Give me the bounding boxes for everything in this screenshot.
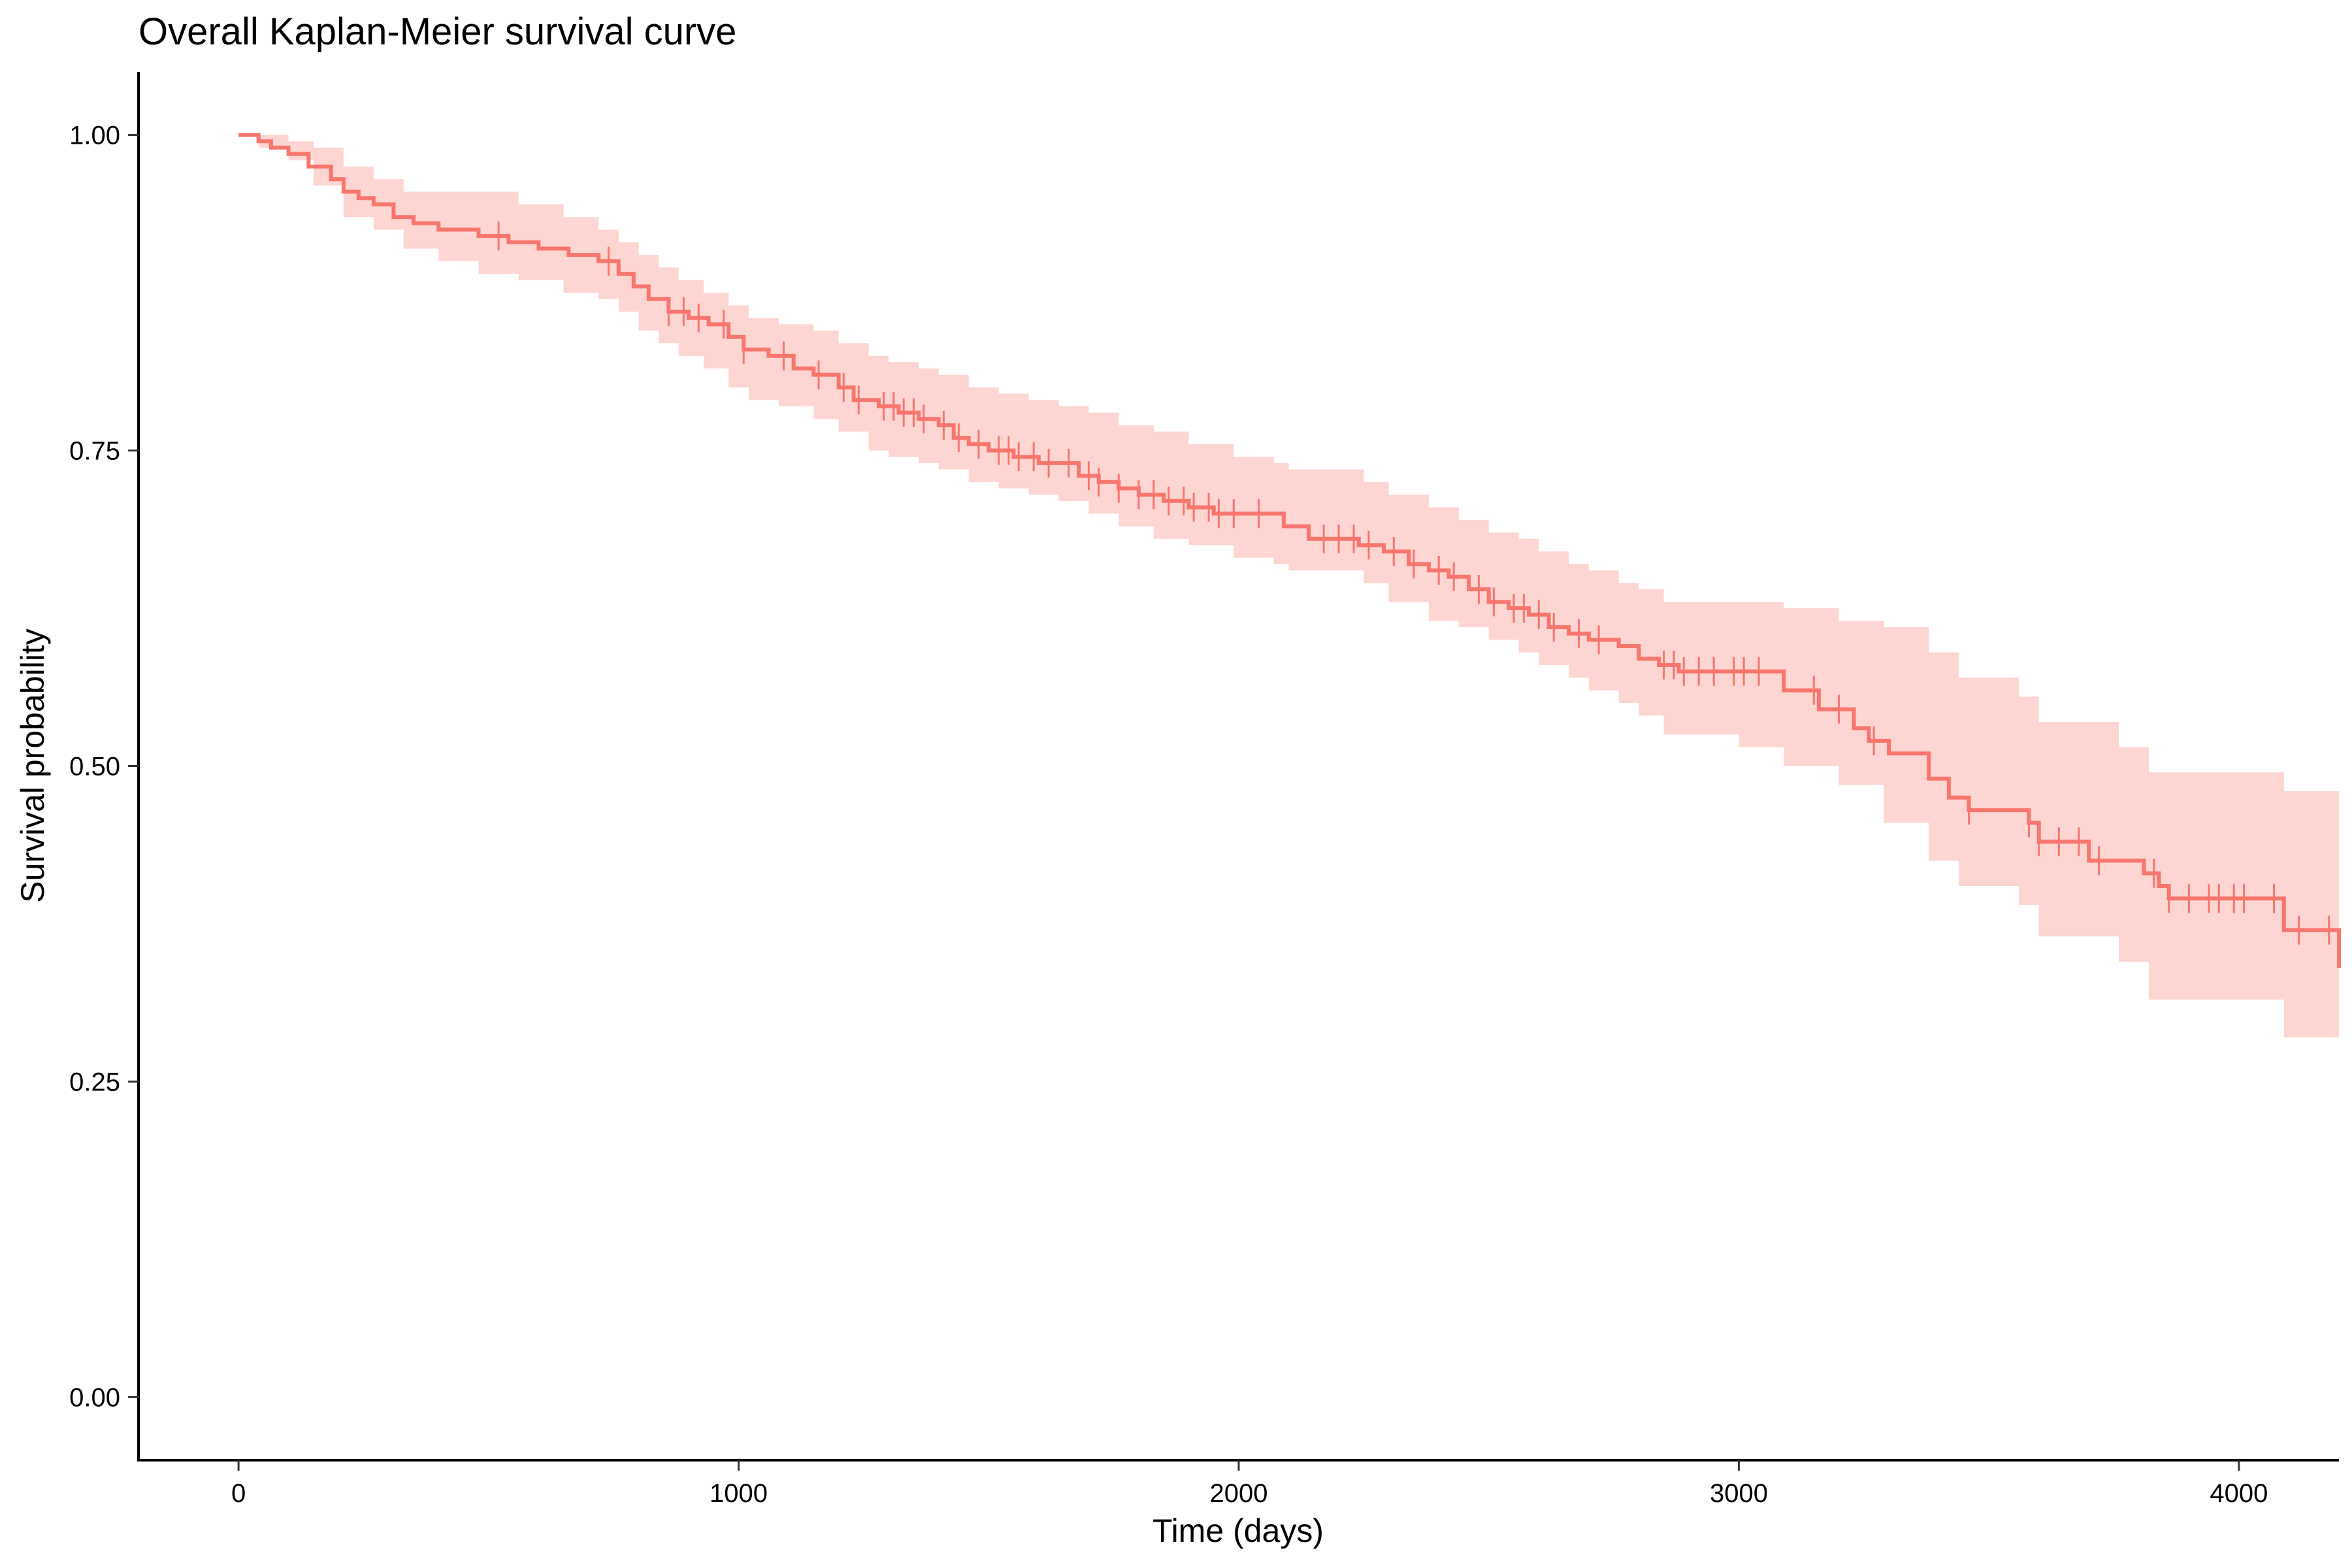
y-tick-label: 0.50 bbox=[69, 753, 120, 781]
y-axis-ticks: 0.00 0.25 0.50 0.75 1.00 bbox=[69, 122, 139, 1412]
y-axis-title: Survival probability bbox=[14, 629, 51, 903]
x-axis-ticks: 0 1000 2000 3000 4000 bbox=[231, 1460, 2268, 1508]
y-tick-label: 0.75 bbox=[69, 437, 120, 466]
x-tick-label: 1000 bbox=[710, 1479, 768, 1508]
plot-area bbox=[238, 133, 2341, 1082]
x-tick-label: 0 bbox=[231, 1479, 246, 1508]
chart-title: Overall Kaplan-Meier survival curve bbox=[139, 10, 736, 53]
x-tick-label: 4000 bbox=[2210, 1479, 2268, 1508]
y-tick-label: 1.00 bbox=[69, 122, 120, 150]
y-tick-label: 0.25 bbox=[69, 1068, 120, 1096]
confidence-band bbox=[238, 135, 2339, 1082]
y-tick-label: 0.00 bbox=[69, 1383, 120, 1412]
x-axis-title: Time (days) bbox=[1152, 1512, 1324, 1549]
x-tick-label: 3000 bbox=[1710, 1479, 1768, 1508]
x-tick-label: 2000 bbox=[1210, 1479, 1268, 1508]
